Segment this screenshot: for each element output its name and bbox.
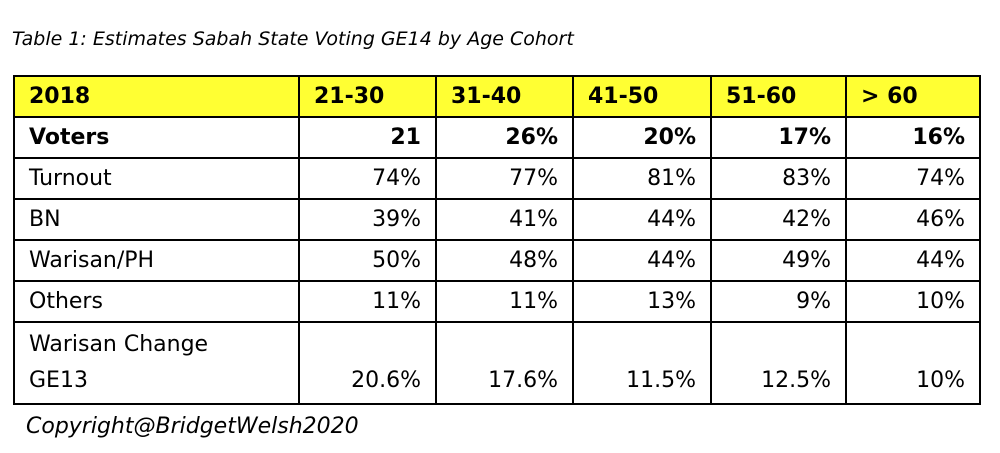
table-row: Voters 21 26% 20% 17% 16%	[13, 116, 981, 159]
data-cell: 74%	[298, 157, 437, 200]
header-row: 2018 21-30 31-40 41-50 51-60 > 60	[13, 75, 981, 118]
data-cell: 11%	[298, 280, 437, 323]
table-title: Table 1: Estimates Sabah State Voting GE…	[12, 28, 574, 50]
data-cell: 77%	[435, 157, 574, 200]
header-cell: 41-50	[572, 75, 712, 118]
data-cell: 10%	[845, 321, 981, 405]
data-cell: 81%	[572, 157, 712, 200]
row-label: Warisan Change GE13	[13, 321, 300, 405]
data-cell: 44%	[572, 239, 712, 282]
row-label: Others	[13, 280, 300, 323]
data-cell: 13%	[572, 280, 712, 323]
data-cell: 39%	[298, 198, 437, 241]
data-cell: 26%	[435, 116, 574, 159]
data-cell: 44%	[572, 198, 712, 241]
data-cell: 46%	[845, 198, 981, 241]
copyright: Copyright@BridgetWelsh2020	[26, 414, 359, 439]
data-cell: 11%	[435, 280, 574, 323]
data-cell: 10%	[845, 280, 981, 323]
row-label: Voters	[13, 116, 300, 159]
table-row: Warisan Change GE13 20.6% 17.6% 11.5% 12.5% 1…	[13, 321, 981, 405]
table-row: Warisan/PH 50% 48% 44% 49% 44%	[13, 239, 981, 282]
data-cell: 21	[298, 116, 437, 159]
table-row: Others 11% 11% 13% 9% 10%	[13, 280, 981, 323]
data-cell: 17%	[710, 116, 847, 159]
data-cell: 49%	[710, 239, 847, 282]
header-cell: 21-30	[298, 75, 437, 118]
data-cell: 9%	[710, 280, 847, 323]
table-header: 2018 21-30 31-40 41-50 51-60 > 60	[13, 75, 981, 118]
data-cell: 74%	[845, 157, 981, 200]
data-cell: 11.5%	[572, 321, 712, 405]
data-table: 2018 21-30 31-40 41-50 51-60 > 60 Voters 21 26%…	[13, 75, 981, 405]
table-row: Turnout 74% 77% 81% 83% 74%	[13, 157, 981, 200]
header-cell: 31-40	[435, 75, 574, 118]
data-cell: 50%	[298, 239, 437, 282]
data-cell: 12.5%	[710, 321, 847, 405]
header-cell: 51-60	[710, 75, 847, 118]
header-cell: > 60	[845, 75, 981, 118]
data-cell: 17.6%	[435, 321, 574, 405]
table-body: Voters 21 26% 20% 17% 16% Turnout 74% 77% 81% 83% 7…	[13, 116, 981, 405]
row-label: Turnout	[13, 157, 300, 200]
data-cell: 42%	[710, 198, 847, 241]
data-cell: 44%	[845, 239, 981, 282]
row-label: BN	[13, 198, 300, 241]
data-cell: 20.6%	[298, 321, 437, 405]
header-cell: 2018	[13, 75, 300, 118]
data-cell: 83%	[710, 157, 847, 200]
table-row: BN 39% 41% 44% 42% 46%	[13, 198, 981, 241]
data-cell: 48%	[435, 239, 574, 282]
data-cell: 20%	[572, 116, 712, 159]
data-cell: 41%	[435, 198, 574, 241]
row-label: Warisan/PH	[13, 239, 300, 282]
data-cell: 16%	[845, 116, 981, 159]
